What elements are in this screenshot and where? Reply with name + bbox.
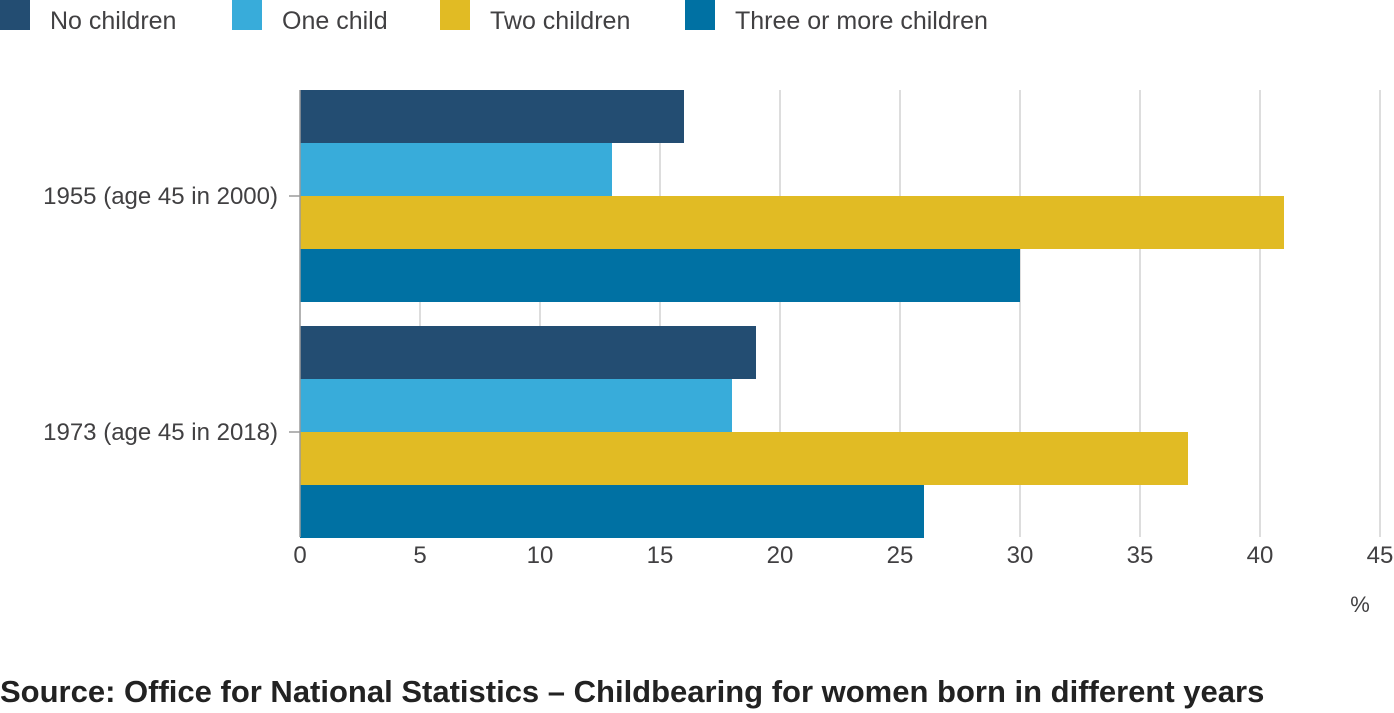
bar-2-no-children <box>300 326 756 379</box>
x-tick-label-25: 25 <box>887 542 914 569</box>
bar-2-one-child <box>300 379 732 432</box>
legend-swatch-no-children <box>0 0 30 30</box>
x-tick-label-35: 35 <box>1127 542 1154 569</box>
bar-1-two-children <box>300 196 1284 249</box>
bar-1-no-children <box>300 90 684 143</box>
x-tick-label-0: 0 <box>293 542 306 569</box>
legend-label-two-children: Two children <box>490 7 631 35</box>
x-tick-label-15: 15 <box>647 542 674 569</box>
x-tick-label-30: 30 <box>1007 542 1034 569</box>
bar-1-one-child <box>300 143 612 196</box>
x-tick-label-5: 5 <box>413 542 426 569</box>
x-axis-unit-label: % <box>1350 592 1370 617</box>
category-label-2: 1973 (age 45 in 2018) <box>43 419 278 446</box>
legend-label-one-child: One child <box>282 7 388 35</box>
legend-swatch-three-or-more-children <box>685 0 715 30</box>
legend-label-no-children: No children <box>50 7 177 35</box>
x-tick-label-45: 45 <box>1367 542 1394 569</box>
axes: 0 5 10 15 20 25 30 35 40 45 1955 (age 45 in 2000) 1… <box>43 90 1393 569</box>
legend-swatch-two-children <box>440 0 470 30</box>
category-label-1: 1955 (age 45 in 2000) <box>43 183 278 210</box>
bar-chart: 0 5 10 15 20 25 30 35 40 45 1955 (age 45 in 2000) 1… <box>43 90 1393 617</box>
x-tick-label-40: 40 <box>1247 542 1274 569</box>
chart-legend: No children One child Two children Three… <box>0 0 1394 44</box>
bars <box>300 90 1284 538</box>
legend-label-three-or-more-children: Three or more children <box>735 7 988 35</box>
x-tick-label-10: 10 <box>527 542 554 569</box>
bar-2-two-children <box>300 432 1188 485</box>
bar-2-three-or-more-children <box>300 485 924 538</box>
legend-swatch-one-child <box>232 0 262 30</box>
x-tick-label-20: 20 <box>767 542 794 569</box>
bar-1-three-or-more-children <box>300 249 1020 302</box>
source-note: Source: Office for National Statistics –… <box>0 674 1265 709</box>
